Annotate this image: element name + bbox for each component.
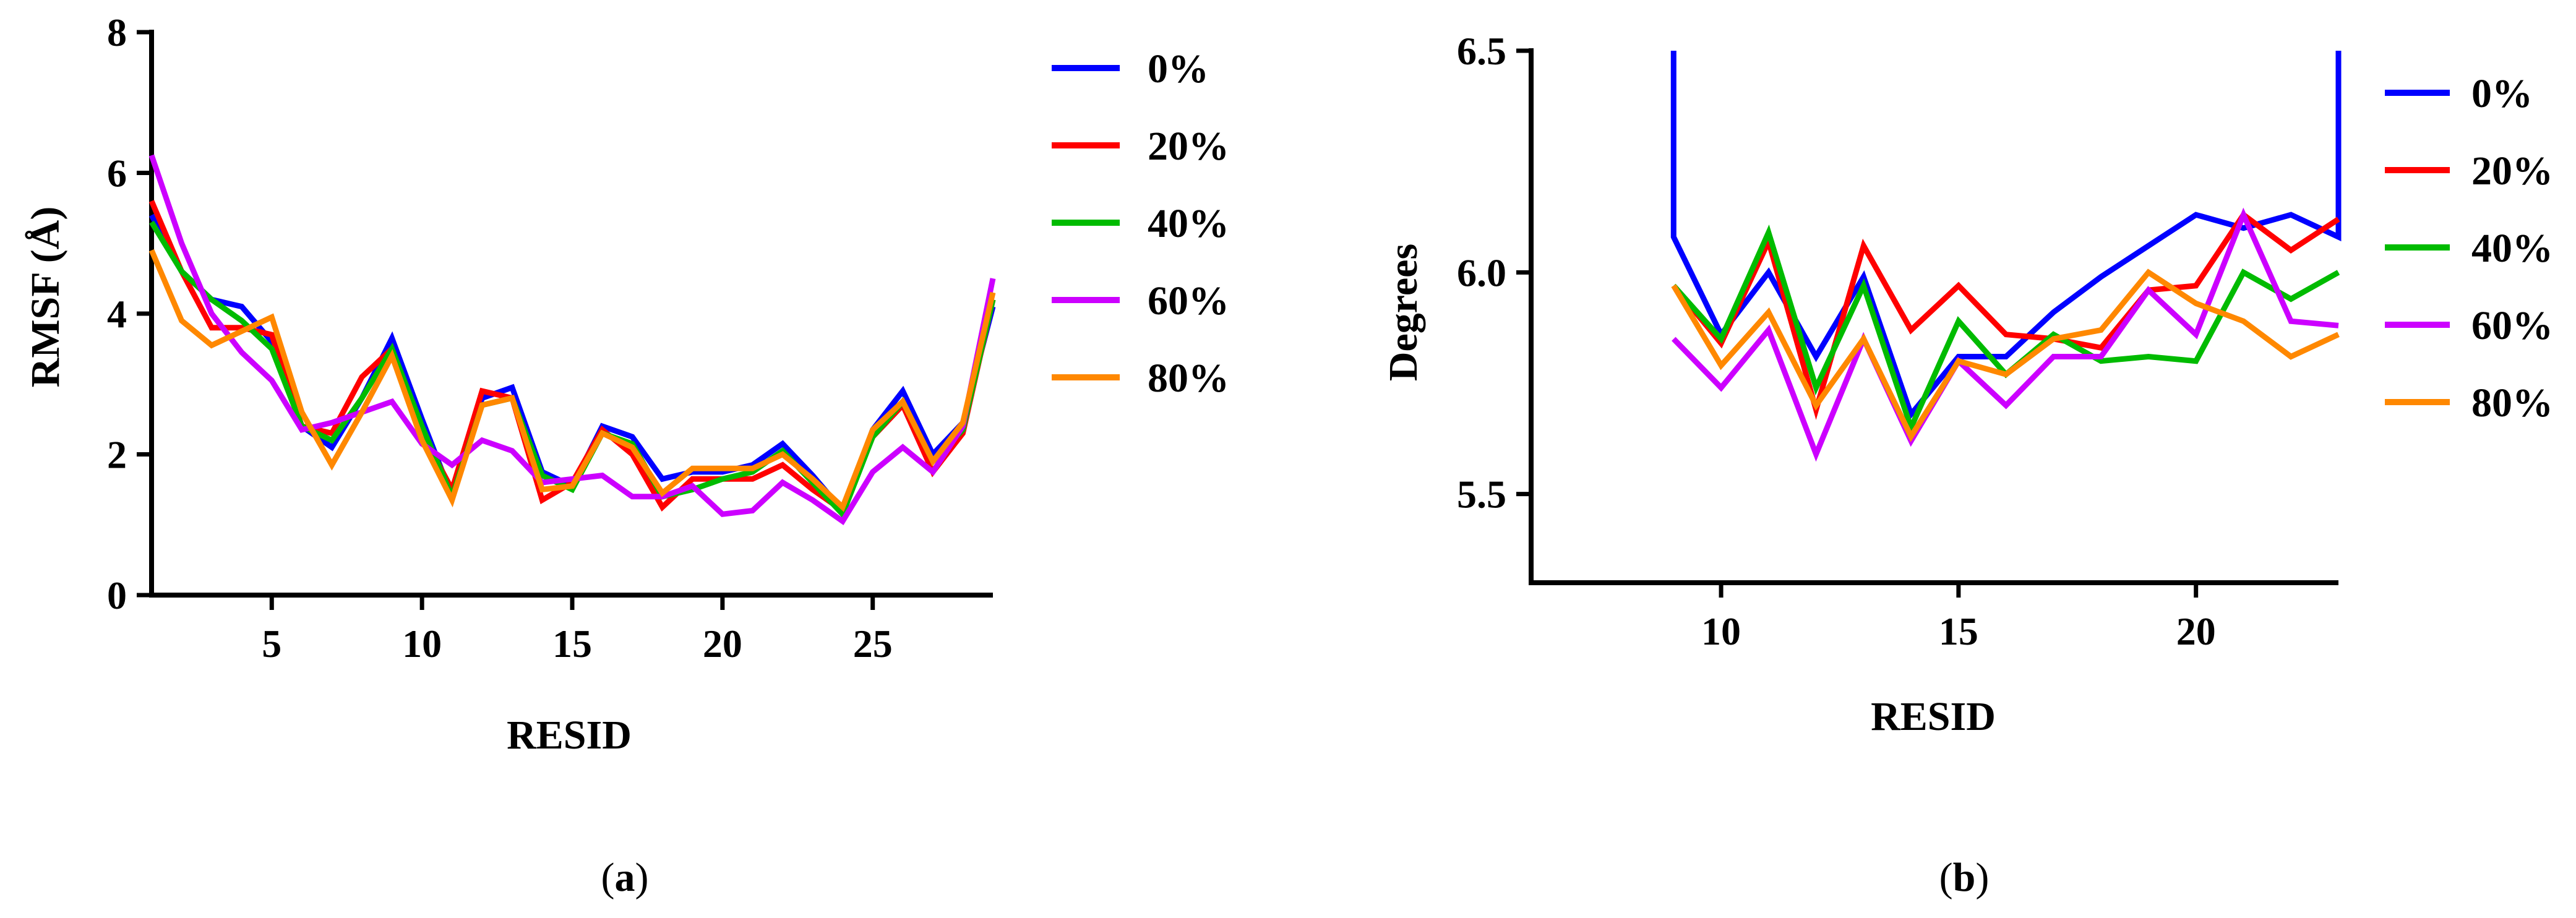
panel-a-caption-letter: a [615,855,635,900]
panel-b-caption: (b) [1939,855,1990,900]
panel-a-legend-label: 80% [1148,356,1229,401]
panel-b-legend-label: 40% [2471,226,2553,271]
panel-b-series-line-80pct [1671,268,2340,442]
panel-a-x-tick-label: 10 [402,622,442,666]
panel-a-x-axis-label: RESID [507,713,632,758]
panel-b-legend-label: 20% [2471,148,2553,194]
panel-a-y-tick-label: 6 [107,152,127,195]
panel-b-series-line-60pct [1672,207,2339,462]
panel-a-x-tick-label: 25 [853,622,893,666]
panel-a-y-tick-label: 2 [107,433,127,477]
panel-b-series-line-20pct [1671,210,2340,420]
panel-b-y-tick-label: 6.0 [1457,251,1506,294]
panel-a-x-tick-label: 5 [262,622,281,666]
panel-b-degrees-chart: Degrees RESID (b) 5.5 6.0 6.5 10 15 20 0% 20% 40… [1381,29,2553,900]
panel-a-rmsf-chart: RMSF (Å) RESID (a) 0 2 4 6 8 5 10 15 20 25 0% 20% 40… [23,11,1229,900]
panel-b-legend-label: 60% [2471,303,2553,348]
panel-b-x-tick-label: 20 [2176,609,2216,653]
panel-a-y-axis-label: RMSF (Å) [23,207,68,388]
panel-b-x-tick-label: 10 [1701,609,1741,653]
panel-a-series-line-20pct [148,200,996,515]
panel-b-x-axis-label: RESID [1871,694,1996,739]
panel-a-y-tick-label: 4 [107,292,127,336]
panel-b-y-tick-label: 6.5 [1457,29,1506,73]
panel-a-series-line-80pct [148,249,996,512]
panel-b-y-axis-label: Degrees [1381,244,1426,381]
panel-a-legend-label: 20% [1148,124,1229,169]
panel-a-y-tick-label: 8 [107,11,127,54]
panel-a-x-tick-label: 15 [552,622,592,666]
panel-b-legend-label: 80% [2471,380,2553,426]
panel-b-x-tick-label: 15 [1939,609,1978,653]
panel-a-series-line-40pct [149,220,996,520]
panel-a-caption: (a) [601,855,649,900]
panel-b-y-tick-label: 5.5 [1457,473,1506,517]
panel-b-caption-letter: b [1953,855,1976,900]
panel-a-series-line-60pct [148,154,996,526]
panel-a-x-tick-label: 20 [703,622,742,666]
panel-b-legend-label: 0% [2471,71,2533,116]
panel-a-legend-label: 60% [1148,278,1229,324]
panel-a-legend-label: 40% [1148,201,1229,246]
panel-a-y-tick-label: 0 [107,573,127,617]
panel-a-legend-label: 0% [1148,46,1209,92]
